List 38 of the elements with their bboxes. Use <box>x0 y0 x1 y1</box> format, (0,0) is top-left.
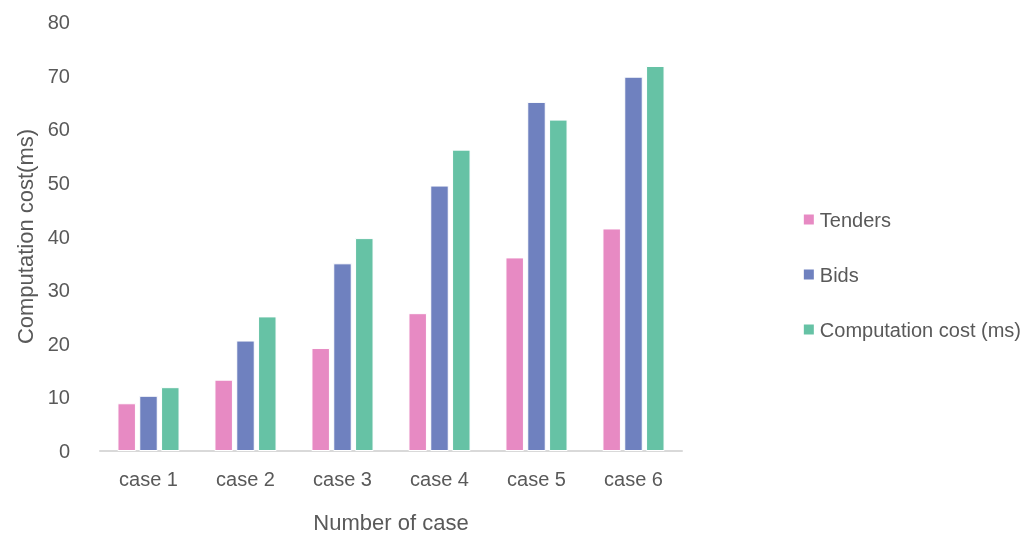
bar <box>646 65 665 451</box>
x-tick-label: case 4 <box>410 468 469 490</box>
y-tick-label: 40 <box>47 225 70 248</box>
bar <box>161 387 180 451</box>
y-tick-label: 80 <box>47 11 70 33</box>
y-tick-label: 70 <box>47 64 70 87</box>
bar <box>117 403 136 451</box>
legend-label: Computation cost (ms) <box>819 318 1021 341</box>
bar <box>214 379 233 451</box>
y-tick-label: 20 <box>47 332 70 355</box>
y-tick-label: 60 <box>47 118 70 141</box>
bar <box>408 313 427 451</box>
x-tick-label: case 2 <box>216 468 275 490</box>
bar <box>430 185 449 451</box>
y-tick-label: 10 <box>47 386 70 409</box>
x-tick-label: case 1 <box>119 468 178 490</box>
y-tick-label: 30 <box>47 279 70 302</box>
x-axis-title: Number of case <box>313 509 469 535</box>
bar <box>505 257 524 451</box>
y-axis-title: Computation cost(ms) <box>13 128 39 345</box>
bar <box>333 263 352 451</box>
legend-label: Tenders <box>819 208 891 231</box>
y-tick-label: 0 <box>58 440 70 462</box>
y-tick-label: 50 <box>47 171 70 194</box>
x-tick-label: case 3 <box>313 468 372 490</box>
bar <box>452 149 471 451</box>
bar <box>624 76 643 451</box>
legend-label: Bids <box>819 263 859 286</box>
bar <box>258 316 277 451</box>
bar <box>139 395 158 451</box>
bar <box>355 238 374 451</box>
bar <box>602 228 621 451</box>
bar <box>236 340 255 451</box>
bar <box>311 348 330 451</box>
bar <box>549 119 568 451</box>
x-tick-label: case 5 <box>507 468 566 490</box>
x-tick-label: case 6 <box>604 468 663 490</box>
bar <box>527 101 546 451</box>
